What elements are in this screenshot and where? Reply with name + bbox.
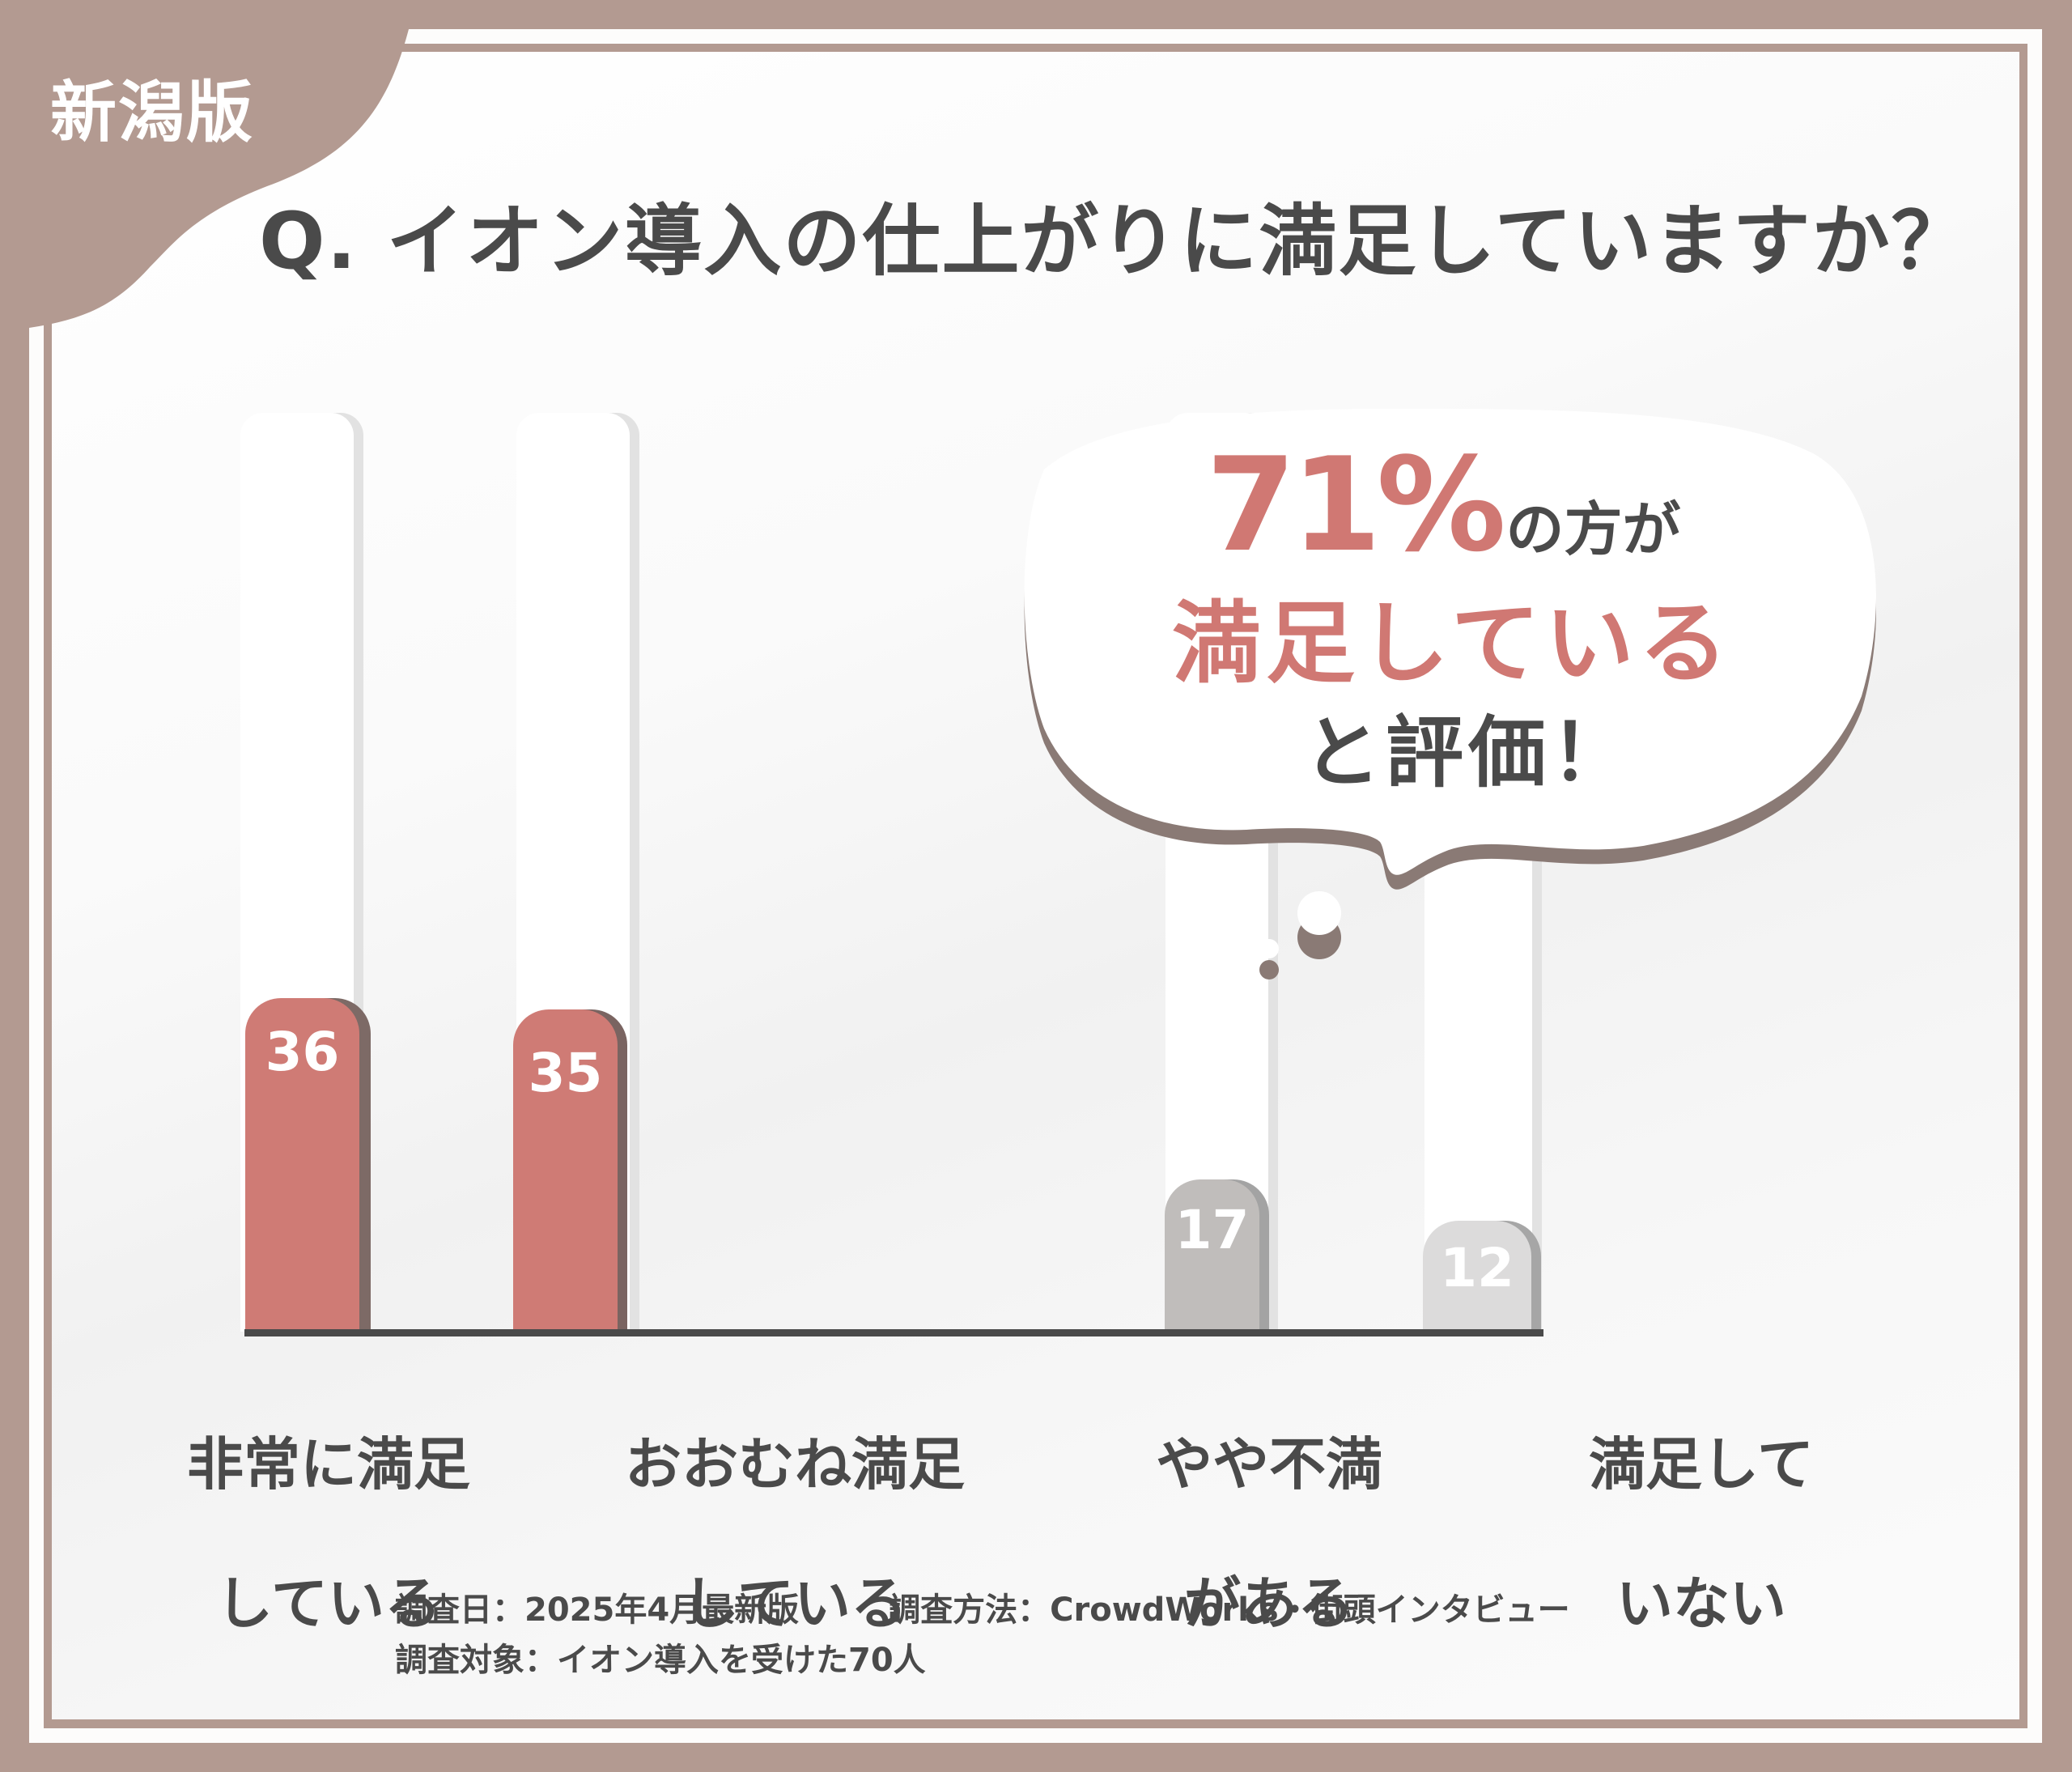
label-line-2: している xyxy=(216,1570,441,1637)
bar-not-satisfied[interactable]: 12 xyxy=(1423,1221,1531,1332)
corner-flag-shape xyxy=(0,0,421,328)
survey-date: 調査日：2025年4月最新版 xyxy=(395,1591,800,1629)
thought-dot-small xyxy=(1259,939,1279,958)
callout-percent: 71% xyxy=(1206,429,1506,580)
survey-target: 調査対象：イオン導入を受けた70人 xyxy=(395,1642,926,1679)
category-label-mostly-satisfied: おおむね満足 している xyxy=(609,1360,981,1708)
label-line-2: がある xyxy=(1184,1570,1354,1637)
bar-value: 17 xyxy=(1174,1199,1250,1261)
category-label-very-satisfied: 非常に満足 している xyxy=(142,1360,515,1708)
bar-value: 12 xyxy=(1440,1237,1514,1299)
survey-notes: 調査日：2025年4月最新版 調査方法：CrowdWorks・街頭インタビュー 調… xyxy=(395,1585,1570,1685)
category-label-not-satisfied: 満足して いない xyxy=(1515,1360,1887,1708)
callout-closing: と評価！ xyxy=(1303,708,1633,798)
label-line-2: している xyxy=(682,1570,907,1637)
callout-line-1: 71% の方が xyxy=(1206,429,1681,580)
survey-method: 調査方法：CrowdWorks・街頭インタビュー xyxy=(888,1591,1570,1629)
x-axis-baseline xyxy=(244,1329,1543,1336)
bar-very-satisfied[interactable]: 36 xyxy=(245,998,359,1332)
label-line-1: 非常に満足 xyxy=(187,1431,470,1498)
callout-suffix: の方が xyxy=(1505,495,1681,563)
bar-mostly-satisfied[interactable]: 35 xyxy=(513,1009,618,1332)
bar-value: 35 xyxy=(528,1042,603,1104)
speech-bubble xyxy=(1024,409,1876,875)
chart-title: Q. イオン導入の仕上がりに満足していますか？ xyxy=(259,196,1971,287)
category-label-somewhat-dissatisfied: やや不満 がある xyxy=(1083,1360,1455,1708)
chart-panel: 36 35 17 12 xyxy=(52,52,2019,1719)
bar-somewhat-dissatisfied[interactable]: 17 xyxy=(1165,1179,1259,1332)
bar-value: 36 xyxy=(265,1021,340,1083)
thought-dot-large xyxy=(1297,891,1341,935)
callout-highlight: 満足している xyxy=(1172,592,1733,695)
label-line-1: やや不満 xyxy=(1156,1431,1382,1498)
label-line-2: いない xyxy=(1616,1570,1786,1637)
label-line-1: おおむね満足 xyxy=(625,1431,965,1498)
label-line-1: 満足して xyxy=(1589,1431,1814,1498)
region-badge: 新潟版 xyxy=(50,74,255,151)
